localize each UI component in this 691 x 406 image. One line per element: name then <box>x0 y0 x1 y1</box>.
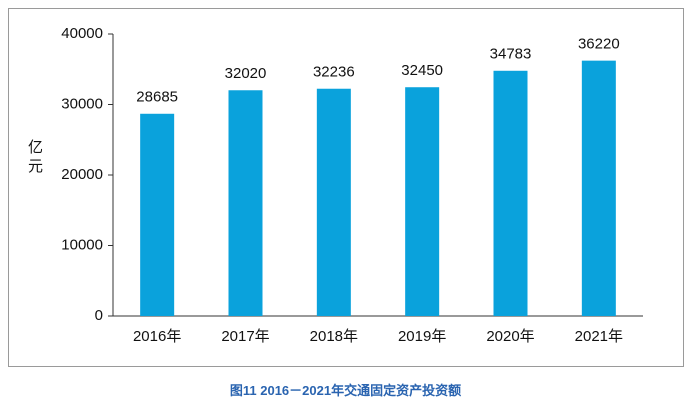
chart: 亿元 0 10000 20000 30000 40000 2016年 28685 2017年 3… <box>26 25 643 345</box>
value-label: 32020 <box>225 65 267 82</box>
y-tick-label: 30000 <box>61 95 103 112</box>
y-tick-label: 10000 <box>61 236 103 253</box>
y-tick-label: 20000 <box>61 166 103 183</box>
value-label: 28685 <box>136 89 178 106</box>
y-axis-label: 亿元 <box>26 139 43 177</box>
value-label: 32236 <box>313 64 355 81</box>
caption: 图11 2016－2021年交通固定资产投资额 <box>229 383 462 398</box>
x-tick-label: 2021年 <box>575 328 623 345</box>
x-tick-label: 2018年 <box>310 328 358 345</box>
bar <box>405 87 440 316</box>
x-tick-label: 2017年 <box>221 328 269 345</box>
value-label: 36220 <box>578 36 620 53</box>
y-tick-label: 40000 <box>61 25 103 42</box>
y-tick-label: 0 <box>95 307 103 324</box>
value-label: 32450 <box>401 62 443 79</box>
bar <box>228 90 263 316</box>
bar <box>140 113 175 316</box>
x-tick-label: 2020年 <box>486 328 534 345</box>
x-tick-label: 2019年 <box>398 328 446 345</box>
x-tick-label: 2016年 <box>133 328 181 345</box>
chart-frame <box>8 8 684 367</box>
value-label: 34783 <box>490 46 532 63</box>
bar <box>316 88 351 316</box>
bar <box>581 60 616 316</box>
bar <box>493 70 528 316</box>
